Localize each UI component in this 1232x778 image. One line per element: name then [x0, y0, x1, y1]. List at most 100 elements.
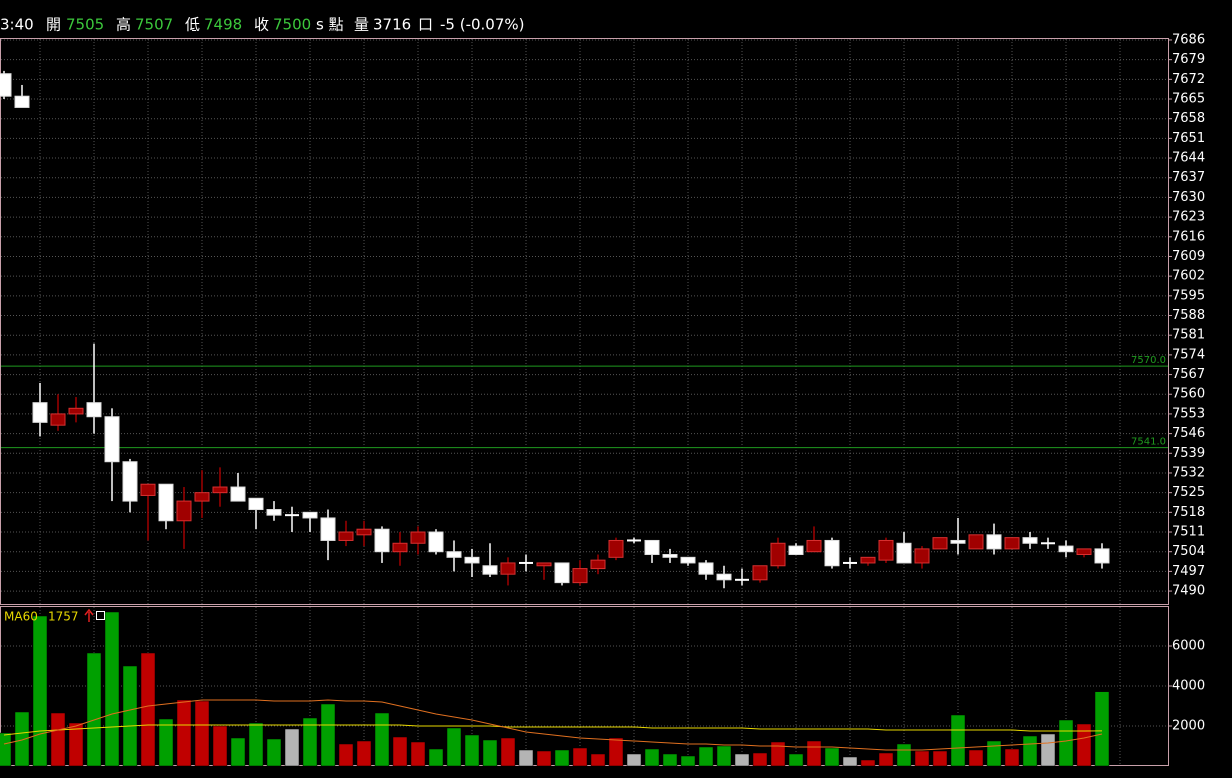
- volume-bar: [716, 745, 732, 767]
- y-tick-label: 7686: [1172, 32, 1205, 47]
- volume-bar: [788, 753, 804, 767]
- y-tick-label: 7539: [1172, 446, 1205, 461]
- volume-bar: [914, 750, 930, 767]
- candle-body: [554, 562, 570, 584]
- header-unit: s 點: [316, 16, 344, 34]
- candle-body: [392, 542, 408, 553]
- ma-line: [3, 699, 1103, 751]
- y-tick-label: 7679: [1172, 52, 1205, 67]
- volume-bar: [392, 736, 408, 767]
- header: 3:40 開 7505 高 7507 低 7498 收 7500 s 點 量 3…: [0, 16, 525, 34]
- volume-bar: [158, 718, 174, 767]
- volume-bar: [968, 749, 984, 767]
- candle-body: [0, 73, 12, 97]
- volume-bar: [734, 753, 750, 767]
- y-tick-label: 7518: [1172, 505, 1205, 520]
- candle-body: [248, 497, 264, 511]
- volume-bar: [338, 743, 354, 767]
- candle-body: [680, 556, 696, 564]
- header-label: 高: [116, 16, 131, 34]
- y-tick-label: 7588: [1172, 308, 1205, 323]
- volume-bar: [1004, 748, 1020, 767]
- volume-bar: [986, 740, 1002, 767]
- volume-bar: [536, 750, 552, 767]
- candle-body: [716, 573, 732, 581]
- y-tick-label: 7672: [1172, 72, 1205, 87]
- candle-body: [1076, 548, 1092, 556]
- volume-bar: [770, 741, 786, 767]
- volume-bar: [860, 759, 876, 767]
- candle-body: [86, 402, 102, 418]
- header-label: 開: [46, 16, 61, 34]
- volume-bar: [572, 747, 588, 767]
- ma-line: [3, 724, 1103, 736]
- candle-body: [878, 539, 894, 561]
- volume-bar: [356, 740, 372, 767]
- volume-bar: [320, 703, 336, 767]
- candle-body: [356, 528, 372, 536]
- candle-body: [302, 511, 318, 519]
- candle-body: [374, 528, 390, 553]
- volume-bar: [14, 711, 30, 767]
- plot-layer: 7490 7497 7504 7511 7518 7525 7532 7539 7546 7553…: [0, 32, 1205, 767]
- ma-legend-name: MA60: [4, 610, 38, 624]
- volume-bar: [302, 717, 318, 767]
- candle-body: [572, 568, 588, 584]
- volume-bar: [1076, 723, 1092, 767]
- price-panel: [0, 38, 1169, 605]
- y-tick-label: 7630: [1172, 190, 1205, 205]
- y-tick-label: 7623: [1172, 210, 1205, 225]
- candle-body: [536, 562, 552, 567]
- y-tick-label: 7602: [1172, 269, 1205, 284]
- y-tick-label: 7609: [1172, 249, 1205, 264]
- volume-bar: [842, 756, 858, 767]
- volume-bar: [410, 741, 426, 767]
- candle-body: [428, 531, 444, 553]
- volume-bar: [86, 652, 102, 767]
- candle-body: [410, 531, 426, 544]
- header-label: 量: [354, 16, 369, 34]
- reference-label: 7541.0: [1131, 437, 1166, 448]
- candle-body: [338, 531, 354, 541]
- header-value: 7498: [204, 16, 242, 34]
- candle-body: [968, 534, 984, 550]
- volume-bar: [140, 652, 156, 767]
- y-tick-label: 7665: [1172, 92, 1205, 107]
- y-tick-label: 7490: [1172, 584, 1205, 599]
- candle-body: [932, 537, 948, 550]
- volume-bar: [896, 743, 912, 767]
- candle-body: [464, 556, 480, 564]
- y-tick-label: 7637: [1172, 170, 1205, 185]
- candle-body: [50, 413, 66, 426]
- volume-bar: [0, 732, 12, 767]
- y-tick-label: 2000: [1172, 719, 1205, 734]
- volume-bar: [680, 755, 696, 767]
- y-tick-label: 7567: [1172, 367, 1205, 382]
- y-tick-label: 7595: [1172, 288, 1205, 303]
- volume-bar: [212, 725, 228, 767]
- volume-bar: [878, 752, 894, 767]
- y-tick-label: 7497: [1172, 564, 1205, 579]
- volume-bar: [248, 722, 264, 767]
- volume-bar: [194, 700, 210, 767]
- volume-bar: [374, 712, 390, 767]
- candle-body: [68, 407, 84, 415]
- header-value: 7505: [66, 16, 104, 34]
- volume-bar: [626, 753, 642, 767]
- volume-bar: [698, 746, 714, 767]
- volume-bar: [482, 739, 498, 767]
- volume-bar: [554, 749, 570, 767]
- y-tick-label: 7644: [1172, 151, 1205, 166]
- candle-body: [788, 545, 804, 556]
- y-tick-label: 7581: [1172, 328, 1205, 343]
- y-tick-label: 7574: [1172, 347, 1205, 362]
- volume-bar: [752, 752, 768, 767]
- ma-box-icon[interactable]: [96, 611, 105, 620]
- y-tick-label: 7553: [1172, 406, 1205, 421]
- volume-bar: [50, 712, 66, 767]
- candle-body: [32, 402, 48, 423]
- volume-bar: [932, 750, 948, 767]
- candle-body: [14, 95, 30, 108]
- candle-body: [482, 565, 498, 575]
